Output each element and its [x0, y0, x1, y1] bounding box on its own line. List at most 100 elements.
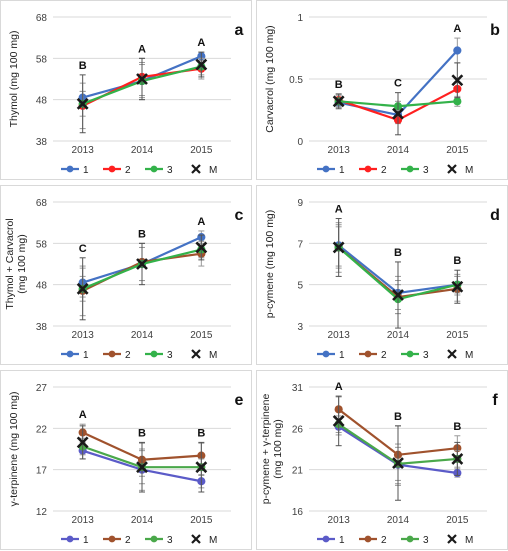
legend-swatch-marker [447, 164, 457, 174]
panel-letter: a [235, 22, 244, 39]
data-point-series-M [451, 74, 464, 87]
data-point-series-M [195, 58, 208, 71]
legend-swatch-marker [364, 165, 372, 173]
y-axis-label: p-cymene + γ-terpinene [260, 394, 272, 505]
data-point-series-M [195, 241, 208, 254]
legend-swatch-marker [191, 164, 201, 174]
legend-swatch-marker [66, 350, 74, 358]
data-point-series-M [392, 289, 404, 301]
legend-label: 2 [125, 535, 131, 546]
x-tick-label: 2013 [328, 145, 351, 156]
data-point-series-M [392, 107, 404, 120]
legend-swatch-marker [406, 350, 414, 358]
legend-swatch-marker [66, 165, 74, 173]
x-tick-label: 2013 [328, 515, 351, 526]
x-tick-label: 2013 [72, 145, 95, 156]
panel-letter: c [235, 207, 244, 224]
chart-panel-e: 12 17 22 27 γ-terpinene (mg 100 mg) 2013 2014 2… [0, 370, 252, 550]
legend-label: 3 [167, 165, 173, 176]
x-tick-label: 2015 [446, 145, 469, 156]
y-tick-label: 68 [36, 13, 48, 24]
legend-swatch-marker [150, 535, 158, 543]
legend-swatch-marker [406, 535, 414, 543]
x-tick-label: 2015 [446, 515, 469, 526]
group-letter: B [197, 427, 205, 439]
group-letter: A [197, 216, 205, 228]
legend-label: 1 [339, 165, 345, 176]
data-point-series-M [76, 436, 89, 449]
x-tick-label: 2014 [131, 330, 154, 341]
group-letter: C [394, 78, 402, 90]
data-point-series-1 [453, 46, 462, 55]
legend-label: 1 [83, 535, 89, 546]
group-letter: B [335, 79, 343, 91]
legend-swatch-marker [322, 535, 330, 543]
y-tick-label: 48 [36, 96, 48, 107]
legend-label: M [209, 535, 217, 546]
legend-label: M [209, 350, 217, 361]
y-tick-label: 9 [297, 198, 303, 209]
panel-letter: b [490, 22, 500, 39]
data-point-series-M [76, 282, 89, 295]
x-tick-label: 2013 [72, 330, 95, 341]
x-tick-label: 2014 [387, 145, 410, 156]
y-tick-label: 0 [297, 137, 303, 148]
x-tick-label: 2013 [328, 330, 351, 341]
group-letter: A [453, 23, 461, 35]
y-tick-label: 16 [292, 507, 304, 518]
group-letter: A [335, 381, 343, 393]
x-tick-label: 2015 [446, 330, 469, 341]
data-point-series-M [76, 97, 89, 110]
y-tick-label: 21 [292, 466, 304, 477]
y-axis-label: (mg 100 mg) [272, 419, 284, 479]
y-axis-label: γ-terpinene (mg 100 mg) [8, 392, 20, 507]
data-point-series-M [392, 457, 404, 469]
data-point-series-M [451, 280, 464, 293]
y-tick-label: 26 [292, 424, 304, 435]
legend-label: M [465, 165, 473, 176]
group-letter: B [138, 427, 146, 439]
y-tick-label: 1 [297, 13, 303, 24]
y-tick-label: 58 [36, 54, 48, 65]
chart-panel-d: 3 5 7 9 p-cymene (mg 100 mg) 2013 2014 2015 d A B B… [256, 185, 508, 365]
legend-swatch-marker [406, 165, 414, 173]
legend-swatch-marker [364, 535, 372, 543]
y-tick-label: 27 [36, 383, 48, 394]
y-tick-label: 12 [36, 507, 48, 518]
legend-swatch-marker [447, 349, 457, 359]
x-tick-label: 2015 [190, 330, 213, 341]
y-tick-label: 17 [36, 466, 48, 477]
legend-swatch-marker [322, 165, 330, 173]
chart-svg: 0 0.5 1 Carvacrol (mg 100 mg) 2013 2014 2015 b B… [264, 13, 500, 176]
data-point-series-M [451, 453, 464, 465]
y-tick-label: 3 [297, 322, 303, 333]
legend-label: 2 [125, 165, 131, 176]
group-letter: B [453, 255, 461, 267]
group-letter: B [79, 60, 87, 72]
legend-label: 3 [423, 535, 429, 546]
y-tick-label: 31 [292, 383, 304, 394]
chart-panel-b: 0 0.5 1 Carvacrol (mg 100 mg) 2013 2014 2015 b B… [256, 0, 508, 180]
legend-label: 3 [423, 165, 429, 176]
panel-letter: f [492, 392, 498, 409]
y-tick-label: 5 [297, 281, 303, 292]
y-tick-label: 68 [36, 198, 48, 209]
group-letter: B [138, 228, 146, 240]
legend-swatch-marker [447, 534, 457, 544]
legend-swatch-marker [364, 350, 372, 358]
panel-letter: d [490, 207, 500, 224]
data-point-series-M [195, 461, 208, 474]
y-axis-label: p-cymene (mg 100 mg) [264, 210, 276, 319]
group-letter: C [79, 243, 87, 255]
y-tick-label: 0.5 [289, 75, 303, 86]
y-tick-label: 38 [36, 137, 48, 148]
y-tick-label: 58 [36, 239, 48, 250]
legend-label: 3 [423, 350, 429, 361]
x-tick-label: 2014 [387, 515, 410, 526]
group-letter: A [138, 43, 146, 55]
chart-svg: 38 48 58 68 Thymol (mg 100 mg) 2013 2014 2015 a B… [8, 13, 244, 176]
data-point-series-M [136, 461, 148, 474]
group-letter: B [453, 421, 461, 433]
legend-label: 1 [339, 535, 345, 546]
legend-label: 1 [339, 350, 345, 361]
